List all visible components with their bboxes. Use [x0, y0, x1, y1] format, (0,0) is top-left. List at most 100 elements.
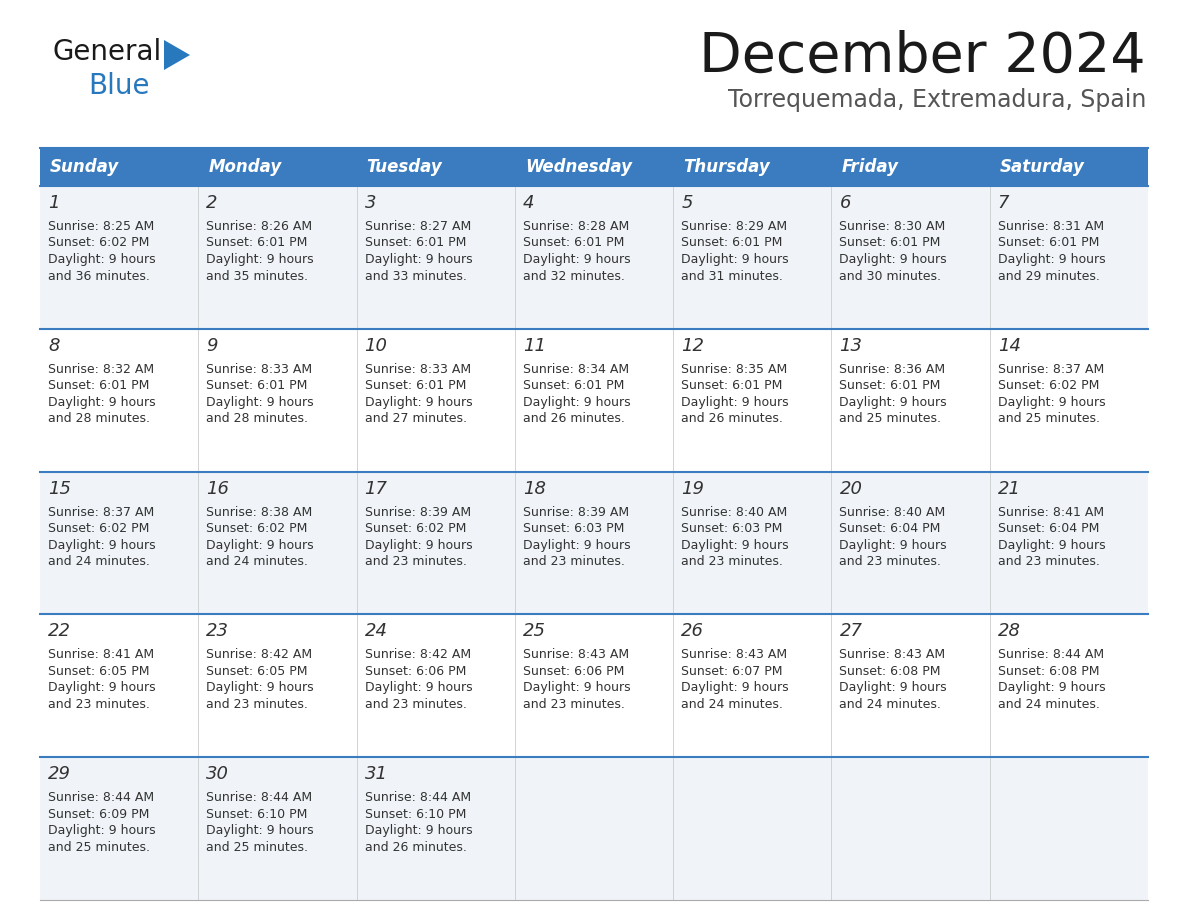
Text: 5: 5: [681, 194, 693, 212]
Text: and 25 minutes.: and 25 minutes.: [207, 841, 308, 854]
Text: Sunset: 6:01 PM: Sunset: 6:01 PM: [681, 237, 783, 250]
Text: Monday: Monday: [208, 158, 282, 176]
Text: 27: 27: [840, 622, 862, 641]
Text: Tuesday: Tuesday: [367, 158, 442, 176]
Bar: [40, 472, 1148, 614]
Text: Sunrise: 8:28 AM: Sunrise: 8:28 AM: [523, 220, 630, 233]
Text: Sunset: 6:10 PM: Sunset: 6:10 PM: [207, 808, 308, 821]
Text: Sunset: 6:01 PM: Sunset: 6:01 PM: [523, 379, 624, 392]
Text: and 33 minutes.: and 33 minutes.: [365, 270, 467, 283]
Text: Thursday: Thursday: [683, 158, 770, 176]
Text: Daylight: 9 hours: Daylight: 9 hours: [207, 539, 314, 552]
Text: Sunset: 6:05 PM: Sunset: 6:05 PM: [48, 665, 150, 677]
Text: Sunrise: 8:39 AM: Sunrise: 8:39 AM: [365, 506, 470, 519]
Text: Sunset: 6:01 PM: Sunset: 6:01 PM: [840, 237, 941, 250]
Text: Daylight: 9 hours: Daylight: 9 hours: [207, 253, 314, 266]
Text: Daylight: 9 hours: Daylight: 9 hours: [523, 396, 631, 409]
Text: and 24 minutes.: and 24 minutes.: [681, 698, 783, 711]
Text: Sunrise: 8:27 AM: Sunrise: 8:27 AM: [365, 220, 470, 233]
Text: Sunset: 6:06 PM: Sunset: 6:06 PM: [365, 665, 466, 677]
Text: Daylight: 9 hours: Daylight: 9 hours: [365, 824, 472, 837]
Bar: [40, 614, 1148, 757]
Text: Sunrise: 8:33 AM: Sunrise: 8:33 AM: [365, 363, 470, 375]
Text: and 23 minutes.: and 23 minutes.: [48, 698, 150, 711]
Text: Daylight: 9 hours: Daylight: 9 hours: [365, 681, 472, 694]
Text: 3: 3: [365, 194, 377, 212]
Text: Sunrise: 8:32 AM: Sunrise: 8:32 AM: [48, 363, 154, 375]
Text: Sunset: 6:10 PM: Sunset: 6:10 PM: [365, 808, 466, 821]
Text: Sunrise: 8:37 AM: Sunrise: 8:37 AM: [48, 506, 154, 519]
Text: Daylight: 9 hours: Daylight: 9 hours: [207, 824, 314, 837]
Text: and 31 minutes.: and 31 minutes.: [681, 270, 783, 283]
Text: Sunset: 6:09 PM: Sunset: 6:09 PM: [48, 808, 150, 821]
Text: 11: 11: [523, 337, 545, 354]
Text: Sunrise: 8:30 AM: Sunrise: 8:30 AM: [840, 220, 946, 233]
Text: 22: 22: [48, 622, 71, 641]
Text: Sunrise: 8:41 AM: Sunrise: 8:41 AM: [998, 506, 1104, 519]
Text: Daylight: 9 hours: Daylight: 9 hours: [681, 253, 789, 266]
Text: Sunrise: 8:26 AM: Sunrise: 8:26 AM: [207, 220, 312, 233]
Text: Daylight: 9 hours: Daylight: 9 hours: [207, 681, 314, 694]
Text: and 23 minutes.: and 23 minutes.: [681, 555, 783, 568]
Text: 25: 25: [523, 622, 545, 641]
Text: Daylight: 9 hours: Daylight: 9 hours: [523, 681, 631, 694]
Text: and 29 minutes.: and 29 minutes.: [998, 270, 1100, 283]
Text: December 2024: December 2024: [700, 30, 1146, 84]
Text: Sunset: 6:02 PM: Sunset: 6:02 PM: [207, 522, 308, 535]
Text: and 28 minutes.: and 28 minutes.: [48, 412, 150, 425]
Text: Sunset: 6:08 PM: Sunset: 6:08 PM: [998, 665, 1099, 677]
Text: 26: 26: [681, 622, 704, 641]
Text: 18: 18: [523, 479, 545, 498]
Text: and 24 minutes.: and 24 minutes.: [48, 555, 150, 568]
Text: Sunset: 6:03 PM: Sunset: 6:03 PM: [523, 522, 624, 535]
Text: Sunday: Sunday: [50, 158, 119, 176]
Text: Sunrise: 8:39 AM: Sunrise: 8:39 AM: [523, 506, 628, 519]
Text: Daylight: 9 hours: Daylight: 9 hours: [48, 539, 156, 552]
Text: and 26 minutes.: and 26 minutes.: [365, 841, 467, 854]
Text: Sunrise: 8:44 AM: Sunrise: 8:44 AM: [207, 791, 312, 804]
Text: and 23 minutes.: and 23 minutes.: [523, 698, 625, 711]
Text: Daylight: 9 hours: Daylight: 9 hours: [840, 539, 947, 552]
Text: Sunset: 6:01 PM: Sunset: 6:01 PM: [48, 379, 150, 392]
Text: and 25 minutes.: and 25 minutes.: [48, 841, 150, 854]
Text: and 24 minutes.: and 24 minutes.: [998, 698, 1100, 711]
Text: Sunset: 6:01 PM: Sunset: 6:01 PM: [998, 237, 1099, 250]
Text: and 28 minutes.: and 28 minutes.: [207, 412, 308, 425]
Text: Sunrise: 8:40 AM: Sunrise: 8:40 AM: [681, 506, 788, 519]
Text: 20: 20: [840, 479, 862, 498]
Text: Sunrise: 8:42 AM: Sunrise: 8:42 AM: [365, 648, 470, 661]
Text: and 23 minutes.: and 23 minutes.: [207, 698, 308, 711]
Text: 30: 30: [207, 766, 229, 783]
Text: 2: 2: [207, 194, 217, 212]
Text: and 25 minutes.: and 25 minutes.: [998, 412, 1100, 425]
Text: 12: 12: [681, 337, 704, 354]
Text: and 23 minutes.: and 23 minutes.: [365, 555, 467, 568]
Text: Daylight: 9 hours: Daylight: 9 hours: [998, 253, 1105, 266]
Text: Sunrise: 8:35 AM: Sunrise: 8:35 AM: [681, 363, 788, 375]
Text: Friday: Friday: [841, 158, 898, 176]
Text: and 27 minutes.: and 27 minutes.: [365, 412, 467, 425]
Text: Sunrise: 8:37 AM: Sunrise: 8:37 AM: [998, 363, 1104, 375]
Text: 10: 10: [365, 337, 387, 354]
Text: Sunset: 6:06 PM: Sunset: 6:06 PM: [523, 665, 624, 677]
Text: Sunset: 6:02 PM: Sunset: 6:02 PM: [365, 522, 466, 535]
Text: 15: 15: [48, 479, 71, 498]
Text: Daylight: 9 hours: Daylight: 9 hours: [365, 396, 472, 409]
Text: Daylight: 9 hours: Daylight: 9 hours: [681, 396, 789, 409]
Text: 31: 31: [365, 766, 387, 783]
Text: Daylight: 9 hours: Daylight: 9 hours: [48, 681, 156, 694]
Text: Sunset: 6:03 PM: Sunset: 6:03 PM: [681, 522, 783, 535]
Text: 28: 28: [998, 622, 1020, 641]
Text: Sunset: 6:01 PM: Sunset: 6:01 PM: [365, 237, 466, 250]
Text: 6: 6: [840, 194, 851, 212]
Text: Daylight: 9 hours: Daylight: 9 hours: [207, 396, 314, 409]
Text: 19: 19: [681, 479, 704, 498]
Text: Sunset: 6:04 PM: Sunset: 6:04 PM: [840, 522, 941, 535]
Bar: [40, 329, 1148, 472]
Text: Sunrise: 8:40 AM: Sunrise: 8:40 AM: [840, 506, 946, 519]
Text: 8: 8: [48, 337, 59, 354]
Text: 13: 13: [840, 337, 862, 354]
Bar: [40, 186, 1148, 329]
Text: Sunset: 6:01 PM: Sunset: 6:01 PM: [207, 379, 308, 392]
Text: Sunrise: 8:44 AM: Sunrise: 8:44 AM: [365, 791, 470, 804]
